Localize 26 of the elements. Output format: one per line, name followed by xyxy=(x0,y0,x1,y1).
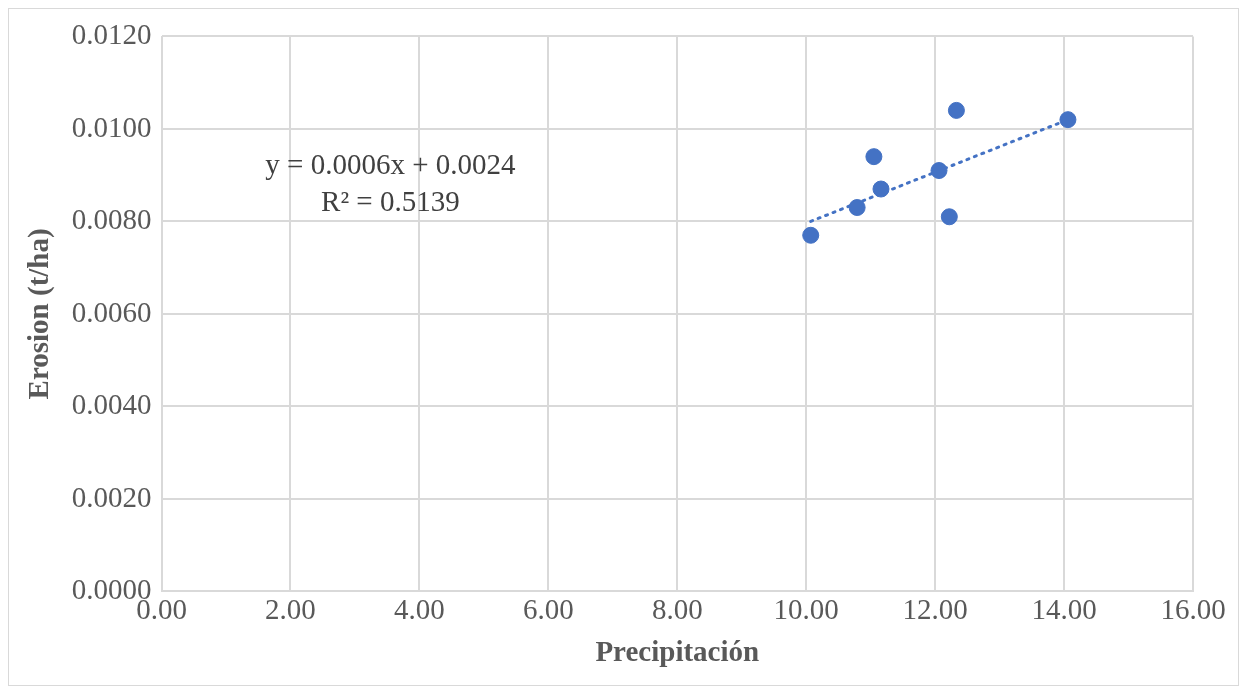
point xyxy=(848,199,866,217)
x-tick-label: 16.00 xyxy=(1160,593,1226,626)
annotation: R² = 0.5139 xyxy=(321,184,460,217)
point xyxy=(940,208,958,226)
x-tick-label: 10.00 xyxy=(773,593,839,626)
y-tick-label: 0.0080 xyxy=(71,203,152,236)
x-tick-label: 8.00 xyxy=(651,593,703,626)
point xyxy=(865,148,883,166)
annotation: y = 0.0006x + 0.0024 xyxy=(265,147,516,180)
y-tick-label: 0.0020 xyxy=(71,480,152,513)
point xyxy=(1059,111,1077,129)
y-tick-label: 0.0060 xyxy=(71,295,152,328)
point xyxy=(930,162,948,180)
y-axis-title: Erosion (t/ha) xyxy=(21,228,55,400)
x-tick-label: 6.00 xyxy=(522,593,574,626)
y-tick-label: 0.0120 xyxy=(71,18,152,51)
x-tick-label: 2.00 xyxy=(265,593,316,626)
x-tick-label: 14.00 xyxy=(1031,593,1097,626)
point xyxy=(872,180,890,198)
x-tick-label: 4.00 xyxy=(394,593,445,626)
y-tick-label: 0.0100 xyxy=(71,110,152,143)
y-tick-label: 0.0040 xyxy=(71,388,152,421)
x-axis-title: Precipitación xyxy=(595,635,760,668)
x-tick-label: 12.00 xyxy=(902,593,968,626)
point xyxy=(802,226,820,244)
point xyxy=(947,101,965,119)
